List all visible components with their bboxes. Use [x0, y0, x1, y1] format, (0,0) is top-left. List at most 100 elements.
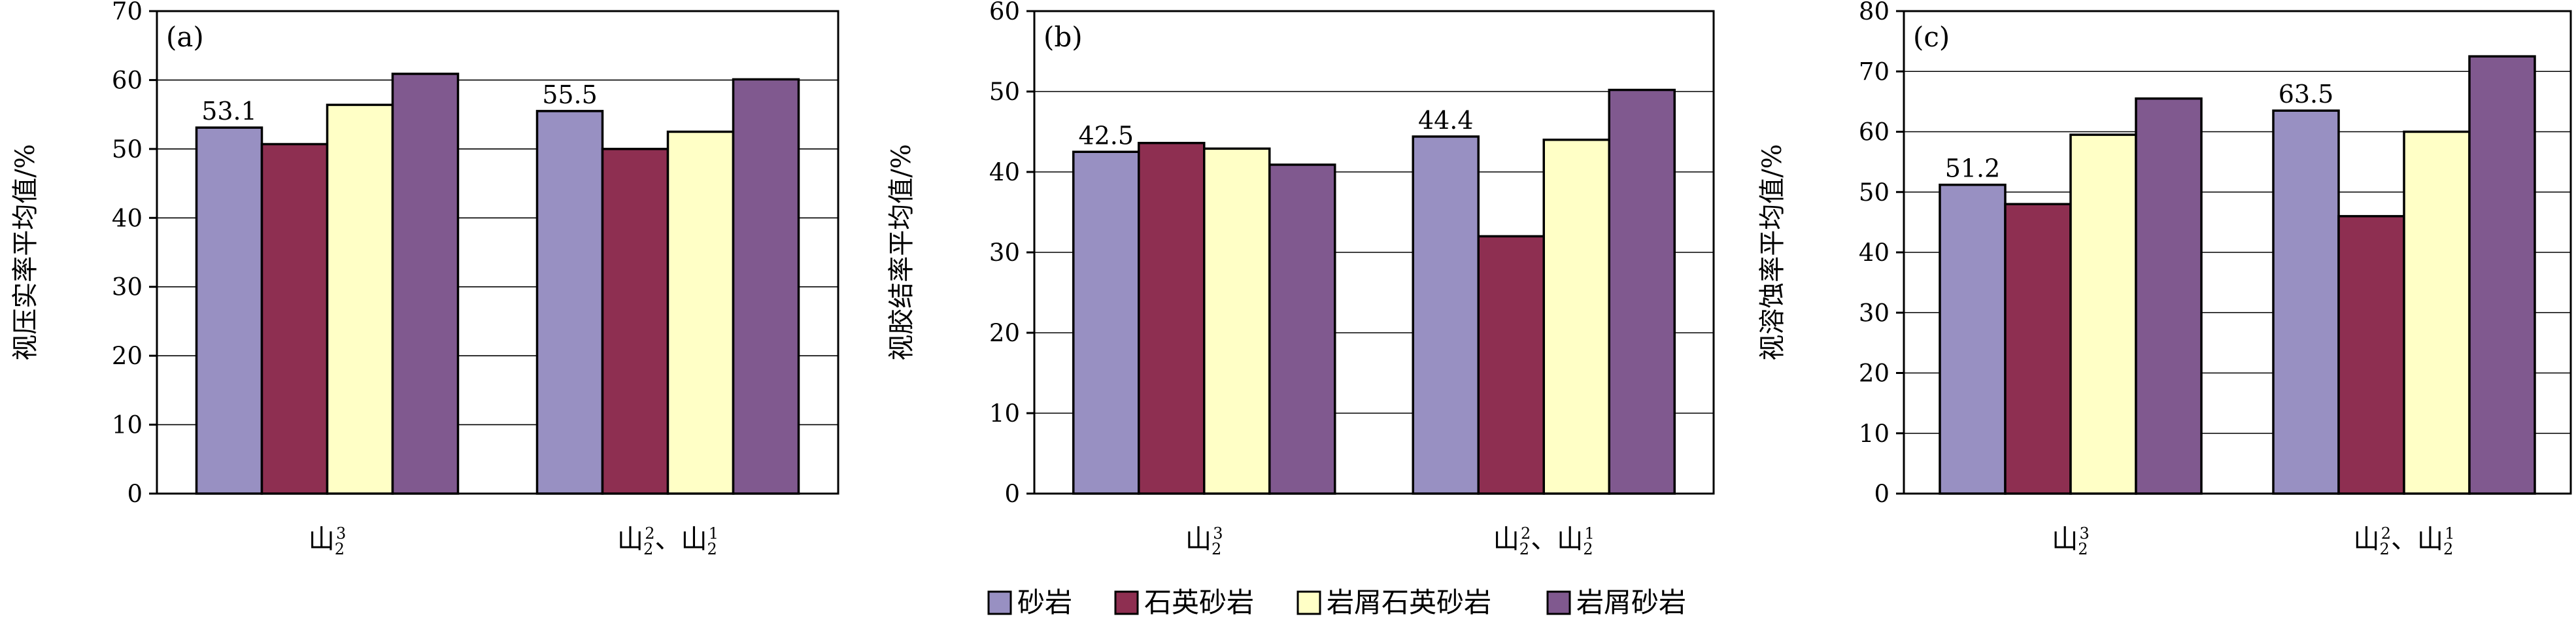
bar: [2069, 133, 2137, 495]
bar: [2337, 214, 2405, 495]
y-tick-label: 40: [1859, 239, 1890, 267]
legend-swatch: [987, 590, 1012, 615]
y-tick-label: 0: [127, 480, 143, 508]
y-tick-label: 20: [1859, 360, 1890, 388]
y-tick-label: 60: [989, 0, 1020, 25]
bar: [1138, 141, 1206, 495]
category-sub: 2: [2443, 540, 2453, 558]
data-label: 55.5: [542, 80, 598, 109]
category-separator: 、: [1531, 524, 1557, 554]
bar: [2272, 109, 2340, 495]
y-tick-label: 50: [989, 78, 1020, 106]
legend-label: 石英砂岩: [1144, 586, 1254, 618]
y-axis-title: 视压实率平均值/%: [10, 144, 41, 360]
category-separator: 、: [655, 524, 681, 554]
category-base: 山: [617, 524, 643, 554]
y-tick-label: 50: [112, 135, 143, 163]
y-tick-label: 50: [1859, 178, 1890, 207]
category-sub: 2: [1212, 540, 1221, 558]
y-tick-label: 20: [112, 342, 143, 370]
category-base: 山: [2353, 524, 2379, 554]
bar: [601, 148, 669, 495]
category-base: 山: [309, 524, 335, 554]
category-sub: 2: [707, 540, 717, 558]
data-label: 44.4: [1418, 106, 1474, 135]
y-tick-label: 30: [1859, 299, 1890, 327]
bar: [2135, 97, 2203, 495]
legend-label: 岩屑石英砂岩: [1327, 586, 1491, 618]
y-axis-title: 视溶蚀率平均值/%: [1757, 144, 1788, 360]
category-base: 山: [681, 524, 707, 554]
category-sup: 1: [709, 524, 719, 543]
bar: [1939, 183, 2007, 495]
bar: [1412, 135, 1480, 495]
bar: [2004, 203, 2072, 495]
category-sub: 2: [2379, 540, 2389, 558]
legend-swatch: [1546, 590, 1571, 615]
bar: [732, 78, 800, 495]
category-label: 山23​: [2052, 524, 2090, 558]
category-label: 山22​、山21​: [1493, 524, 1595, 558]
legend-label: 岩屑砂岩: [1576, 586, 1686, 618]
bar: [535, 110, 604, 495]
category-base: 山: [1185, 524, 1212, 554]
y-tick-label: 10: [989, 399, 1020, 428]
category-sup: 3: [2080, 524, 2090, 543]
category-sub: 2: [643, 540, 653, 558]
data-label: 63.5: [2279, 80, 2334, 109]
bar: [391, 73, 460, 495]
bar: [2403, 130, 2471, 495]
category-label: 山23​: [1185, 524, 1223, 558]
panel-label: (c): [1913, 21, 1950, 53]
bar: [1203, 147, 1271, 495]
y-tick-label: 80: [1859, 0, 1890, 25]
legend-swatch: [1296, 590, 1321, 615]
panel-label: (b): [1043, 21, 1083, 53]
y-tick-label: 40: [989, 158, 1020, 186]
category-base: 山: [2417, 524, 2443, 554]
y-tick-label: 0: [1004, 480, 1020, 508]
bar: [1477, 235, 1545, 495]
category-label: 山22​、山21​: [2353, 524, 2454, 558]
bar: [666, 130, 735, 495]
y-tick-label: 70: [112, 0, 143, 25]
bar: [1072, 150, 1140, 495]
chart-panel-b: 42.544.40102030405060(b)视胶结率平均值/%山23​山22…: [887, 0, 1715, 558]
data-label: 51.2: [1945, 154, 2001, 183]
bar: [2468, 55, 2536, 495]
category-base: 山: [2052, 524, 2078, 554]
category-base: 山: [1557, 524, 1583, 554]
bar: [326, 103, 394, 495]
bar: [1542, 139, 1610, 495]
plot-frame: [156, 10, 839, 495]
category-base: 山: [1493, 524, 1519, 554]
category-sup: 1: [2445, 524, 2454, 543]
data-label: 42.5: [1078, 121, 1134, 150]
category-label: 山23​: [309, 524, 347, 558]
category-separator: 、: [2391, 524, 2417, 554]
legend-label: 砂岩: [1017, 586, 1072, 618]
category-sup: 3: [336, 524, 346, 543]
y-tick-label: 60: [112, 66, 143, 94]
category-sup: 2: [645, 524, 654, 543]
category-sup: 2: [1521, 524, 1531, 543]
category-label: 山22​、山21​: [617, 524, 719, 558]
category-sub: 2: [335, 540, 345, 558]
chart-panel-c: 51.263.501020304050607080(c)视溶蚀率平均值/%山23…: [1757, 0, 2572, 558]
category-sup: 1: [1585, 524, 1595, 543]
data-label: 53.1: [201, 97, 257, 126]
legend: 砂岩 石英砂岩 岩屑石英砂岩 岩屑砂岩: [987, 586, 1686, 618]
category-sub: 2: [1583, 540, 1593, 558]
category-sub: 2: [1519, 540, 1529, 558]
y-tick-label: 10: [1859, 420, 1890, 448]
chart-panel-a: 53.155.5010203040506070(a)视压实率平均值/%山23​山…: [10, 0, 839, 558]
y-tick-label: 30: [112, 273, 143, 301]
y-tick-label: 30: [989, 239, 1020, 267]
y-tick-label: 70: [1859, 58, 1890, 86]
bar: [1608, 88, 1676, 495]
bar: [260, 143, 329, 495]
y-tick-label: 20: [989, 319, 1020, 347]
bar: [195, 126, 263, 495]
category-sub: 2: [2078, 540, 2088, 558]
y-tick-label: 40: [112, 204, 143, 232]
